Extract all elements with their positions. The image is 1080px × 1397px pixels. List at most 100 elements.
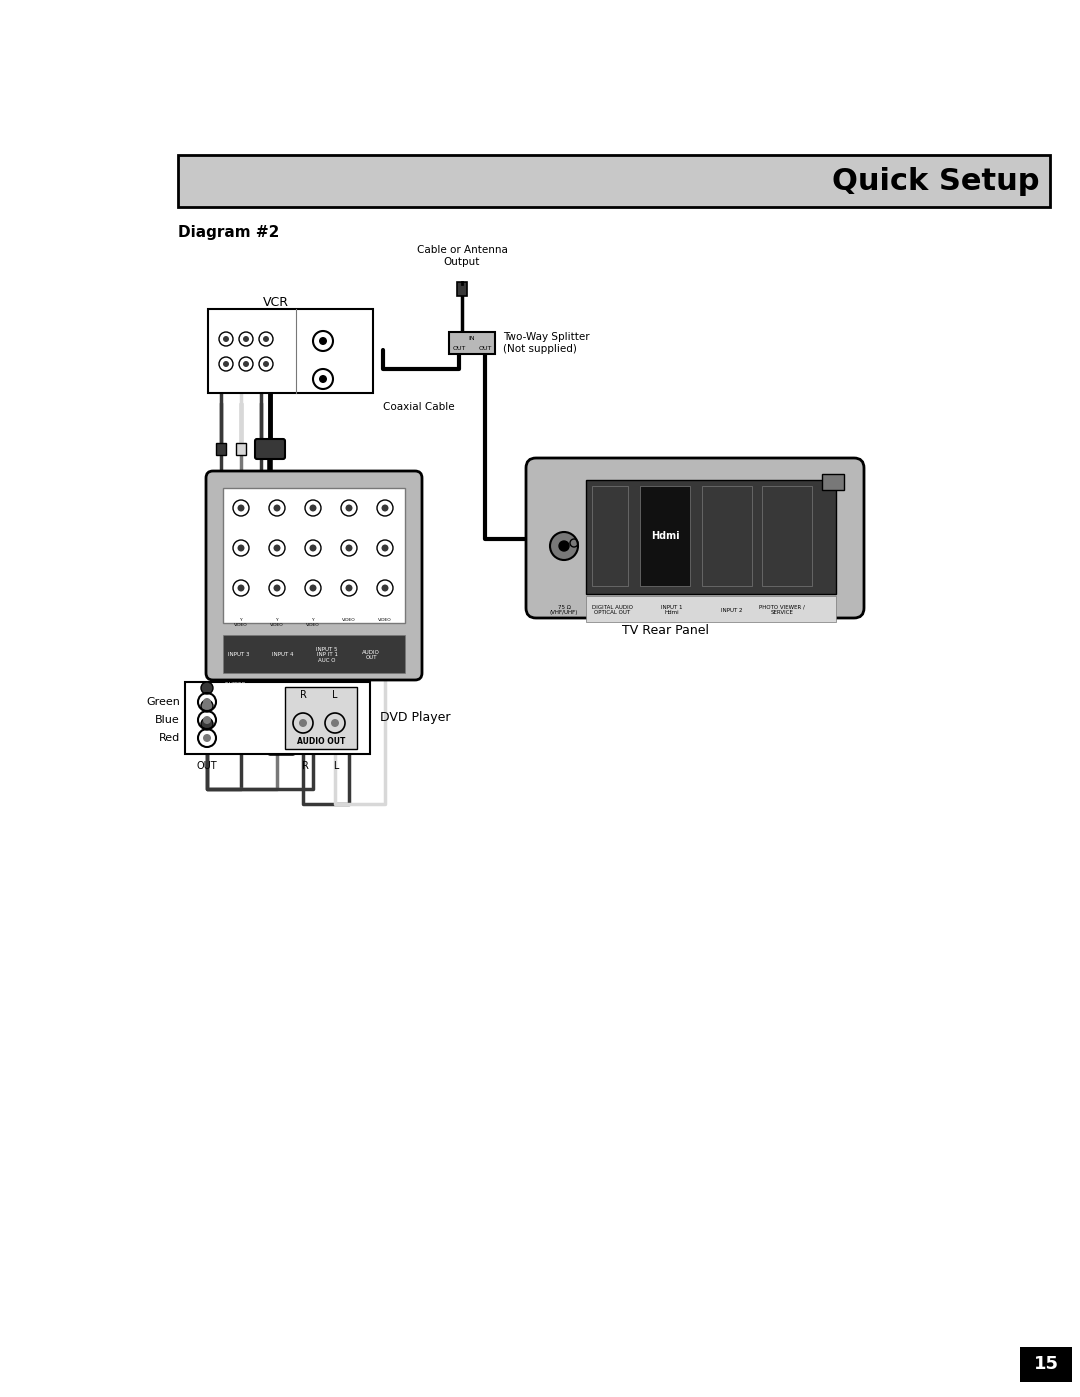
FancyBboxPatch shape [526,458,864,617]
Circle shape [201,700,213,712]
Text: Coaxial Cable: Coaxial Cable [383,402,455,412]
Bar [216,443,226,455]
Circle shape [381,584,389,591]
Circle shape [264,360,269,367]
Circle shape [299,719,307,726]
Circle shape [222,337,229,342]
Circle shape [203,717,211,724]
Text: V: V [264,319,269,327]
Text: VIDEO: VIDEO [342,617,355,622]
Text: INPUT 3: INPUT 3 [228,652,249,658]
Text: S-VIDEO: S-VIDEO [225,683,245,687]
Circle shape [381,504,389,511]
Text: INPUT 5
INP IT 1
AUC O: INPUT 5 INP IT 1 AUC O [316,647,338,664]
Text: Hdmi: Hdmi [650,531,679,541]
FancyBboxPatch shape [178,155,1050,207]
Circle shape [203,698,211,705]
Circle shape [346,584,352,591]
Bar [586,481,836,594]
Text: INPUT 2: INPUT 2 [721,608,743,612]
Text: OUT: OUT [478,345,491,351]
Bar [586,597,836,622]
Text: OUT: OUT [346,360,365,369]
Text: 75 Ω
(VHF/UHF): 75 Ω (VHF/UHF) [550,605,578,616]
Text: VCR: VCR [264,296,289,310]
Bar [449,332,495,353]
Text: Y
VIDEO: Y VIDEO [307,617,320,627]
Text: OR: OR [227,488,245,500]
Circle shape [346,545,352,552]
Text: IN: IN [346,319,355,327]
Circle shape [264,337,269,342]
Circle shape [550,532,578,560]
Text: OUT: OUT [197,761,217,771]
Text: ↔: ↔ [228,468,244,488]
Text: L: L [333,690,338,700]
Text: VIDEO: VIDEO [378,617,392,622]
Bar [256,443,266,455]
Circle shape [201,718,213,731]
Text: Diagram #2: Diagram #2 [178,225,280,239]
Bar [1020,1347,1072,1382]
Text: DVD Player: DVD Player [380,711,450,725]
Bar [237,443,246,455]
Text: R: R [224,319,229,327]
Circle shape [330,719,339,726]
Circle shape [310,545,316,552]
Text: Pᵣ: Pᵣ [217,733,226,743]
Circle shape [238,584,244,591]
FancyBboxPatch shape [206,471,422,680]
Circle shape [222,360,229,367]
Text: Y: Y [218,697,224,707]
Bar [208,309,373,393]
Bar [822,474,843,490]
Circle shape [310,584,316,591]
Text: Green: Green [146,697,180,707]
Circle shape [319,374,327,383]
FancyBboxPatch shape [255,439,285,460]
Text: INPUT 4: INPUT 4 [272,652,294,658]
Circle shape [559,541,569,550]
Text: IN: IN [308,319,318,327]
Bar [762,486,812,585]
Text: TV Rear Panel: TV Rear Panel [621,623,708,637]
Text: Quick Setup: Quick Setup [833,166,1040,196]
Text: R: R [299,690,307,700]
Text: OUT: OUT [303,360,323,369]
Circle shape [273,584,281,591]
Bar [592,486,627,585]
Text: Y
VIDEO: Y VIDEO [234,617,247,627]
Bar [222,488,405,623]
Circle shape [273,504,281,511]
Text: Blue: Blue [156,715,180,725]
Circle shape [346,504,352,511]
Text: DIGITAL AUDIO
OPTICAL OUT: DIGITAL AUDIO OPTICAL OUT [592,605,633,616]
Text: OUT: OUT [453,345,465,351]
Text: Two-Way Splitter
(Not supplied): Two-Way Splitter (Not supplied) [503,332,590,355]
Text: Red: Red [159,733,180,743]
Text: R        L: R L [302,761,340,771]
Text: IN: IN [469,337,475,341]
Text: Cable or Antenna
Output: Cable or Antenna Output [417,244,508,267]
Circle shape [319,337,327,345]
Bar [457,282,467,296]
Bar [285,687,357,749]
Circle shape [238,545,244,552]
Circle shape [203,733,211,742]
Bar [185,682,370,754]
Circle shape [238,504,244,511]
Circle shape [273,545,281,552]
Text: L: L [244,319,248,327]
Circle shape [201,682,213,694]
Bar [702,486,752,585]
Text: PHOTO VIEWER /
SERVICE: PHOTO VIEWER / SERVICE [759,605,805,616]
Text: Y
VIDEO: Y VIDEO [270,617,284,627]
Text: Pₙ: Pₙ [216,715,226,725]
Text: INPUT 1
Hdmi: INPUT 1 Hdmi [661,605,683,616]
Text: AUDIO
OUT: AUDIO OUT [362,650,380,661]
Circle shape [243,337,249,342]
Text: 15: 15 [1034,1355,1058,1373]
Circle shape [310,504,316,511]
Text: AUDIO OUT: AUDIO OUT [297,738,346,746]
Bar [222,636,405,673]
